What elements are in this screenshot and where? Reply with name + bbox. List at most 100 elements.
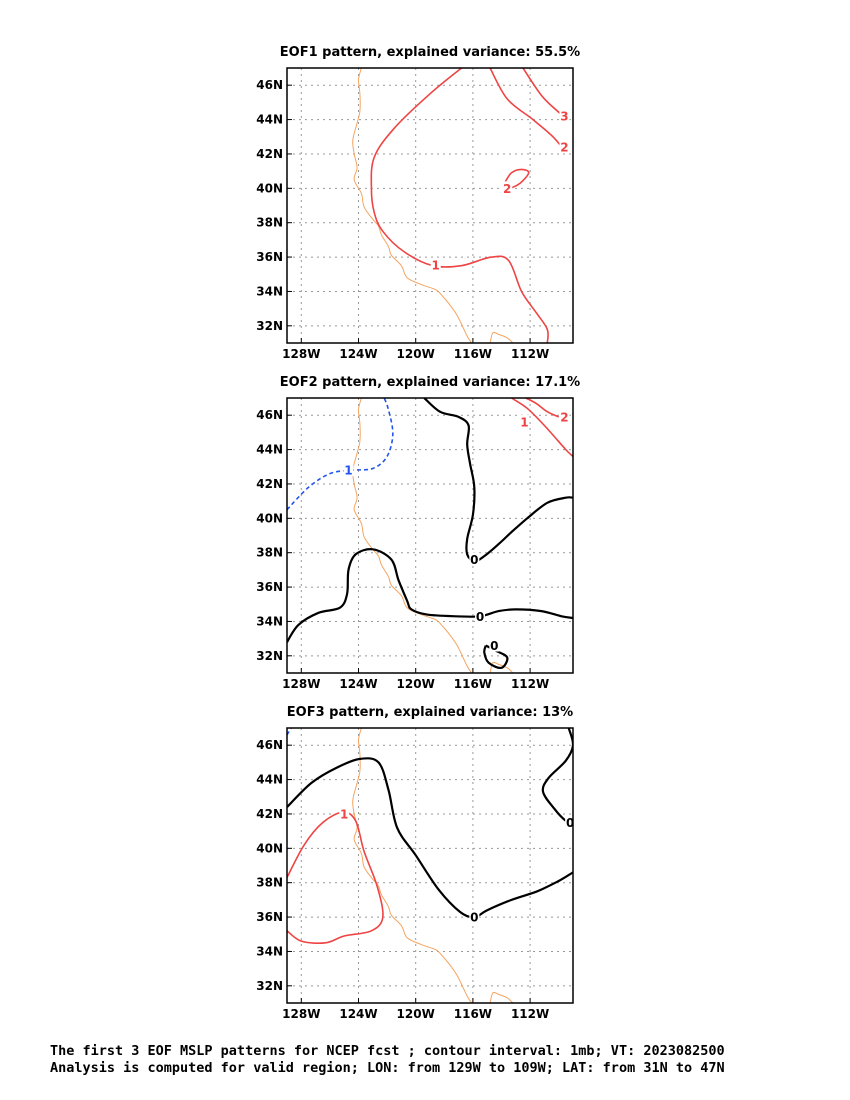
contour-label-bg: [559, 109, 570, 123]
contour-label-bg: [469, 552, 480, 566]
contour-line: [541, 728, 573, 824]
y-tick-label: 36N: [256, 580, 283, 594]
x-tick-label: 128W: [282, 347, 320, 361]
x-tick-label: 120W: [397, 1007, 435, 1021]
eof3-panel: EOF3 pattern, explained variance: 13% 1 0 0…: [256, 705, 574, 1021]
y-tick-label: 42N: [256, 477, 283, 491]
contour-label-bg: [339, 806, 350, 820]
contour-line: [287, 757, 573, 919]
contour-layer: 1 1 2 0 0 0: [287, 398, 573, 670]
y-tick-label: 38N: [256, 546, 283, 560]
coastline-layer: [352, 68, 514, 343]
contour-layer: 1 0 0: [287, 728, 574, 944]
y-tick-label: 34N: [256, 614, 283, 628]
contour-label-bg: [519, 415, 530, 429]
y-tick-label: 34N: [256, 284, 283, 298]
contour-label: 1: [432, 258, 440, 272]
panel-title: EOF3 pattern, explained variance: 13%: [287, 705, 573, 720]
eof1-panel: EOF1 pattern, explained variance: 55.5% 1…: [256, 45, 580, 361]
contour-label: 1: [340, 807, 348, 821]
y-tick-label: 46N: [256, 738, 283, 752]
contour-label: 0: [470, 911, 478, 925]
contour-label-bg: [559, 140, 570, 154]
caption-line-1: The first 3 EOF MSLP patterns for NCEP f…: [50, 1043, 725, 1059]
gulf-coastline: [489, 331, 514, 343]
x-tick-label: 112W: [511, 347, 549, 361]
y-tick-label: 40N: [256, 841, 283, 855]
coastline-layer: [352, 728, 514, 1003]
contour-label-bg: [469, 910, 480, 924]
y-tick-label: 44N: [256, 113, 283, 127]
contour-line: [525, 398, 560, 418]
x-tick-label: 124W: [339, 347, 377, 361]
contour-label: 1: [520, 416, 528, 430]
contour-line: [489, 68, 566, 152]
contour-label-bg: [502, 181, 513, 195]
x-tick-label: 116W: [454, 347, 492, 361]
y-tick-label: 40N: [256, 181, 283, 195]
x-tick-label: 128W: [282, 677, 320, 691]
y-tick-label: 36N: [256, 910, 283, 924]
contour-label: 2: [560, 141, 568, 155]
gridlines: [287, 728, 573, 1003]
panel-title: EOF2 pattern, explained variance: 17.1%: [280, 375, 580, 390]
y-tick-label: 46N: [256, 78, 283, 92]
contour-label-bg: [565, 815, 573, 829]
x-tick-label: 116W: [454, 1007, 492, 1021]
contour-line: [287, 811, 384, 944]
contour-line: [287, 398, 394, 511]
panel-frame: [286, 727, 574, 1004]
contour-label-bg: [343, 463, 354, 477]
y-tick-label: 40N: [256, 511, 283, 525]
contour-label-bg: [475, 609, 486, 623]
x-tick-label: 112W: [511, 1007, 549, 1021]
y-tick-label: 42N: [256, 807, 283, 821]
y-tick-label: 32N: [256, 979, 283, 993]
coastline: [352, 398, 472, 673]
x-tick-label: 120W: [397, 347, 435, 361]
coastline: [352, 728, 472, 1003]
y-tick-label: 38N: [256, 876, 283, 890]
gridlines: [287, 398, 573, 673]
contour-label-bg: [559, 409, 570, 423]
x-tick-label: 120W: [397, 677, 435, 691]
contour-line: [511, 398, 573, 457]
panel-title: EOF1 pattern, explained variance: 55.5%: [280, 45, 580, 60]
y-tick-label: 38N: [256, 216, 283, 230]
y-tick-label: 32N: [256, 649, 283, 663]
x-tick-label: 112W: [511, 677, 549, 691]
contour-label: 0: [476, 610, 484, 624]
caption-line-2: Analysis is computed for valid region; L…: [50, 1060, 725, 1076]
eof2-panel: EOF2 pattern, explained variance: 17.1% 1…: [256, 375, 580, 691]
contour-line: [287, 548, 573, 643]
x-tick-label: 128W: [282, 1007, 320, 1021]
y-tick-label: 44N: [256, 773, 283, 787]
contour-label-bg: [430, 257, 441, 271]
contour-label: 0: [490, 639, 498, 653]
y-tick-label: 42N: [256, 147, 283, 161]
y-tick-label: 36N: [256, 250, 283, 264]
contour-label: 0: [470, 553, 478, 567]
contour-label: 3: [560, 110, 568, 124]
coastline-layer: [352, 398, 514, 673]
contour-line: [370, 68, 549, 343]
x-tick-label: 116W: [454, 677, 492, 691]
panel-frame: [286, 397, 574, 674]
panel-frame: [286, 67, 574, 344]
coastline: [352, 68, 472, 343]
x-tick-label: 124W: [339, 677, 377, 691]
contour-label: 1: [344, 464, 352, 478]
figure-caption: The first 3 EOF MSLP patterns for NCEP f…: [50, 1043, 840, 1077]
y-tick-label: 44N: [256, 443, 283, 457]
contour-line: [423, 398, 573, 563]
contour-label-bg: [489, 638, 500, 652]
x-tick-label: 124W: [339, 1007, 377, 1021]
y-tick-label: 34N: [256, 944, 283, 958]
gulf-coastline: [489, 991, 514, 1003]
contour-label: 2: [503, 182, 511, 196]
contour-layer: 1 2 3 2: [370, 68, 570, 343]
contour-label: 0: [566, 816, 574, 830]
y-tick-label: 46N: [256, 408, 283, 422]
eof-figure: EOF1 pattern, explained variance: 55.5% 1…: [256, 45, 580, 1021]
contour-label: 2: [560, 410, 568, 424]
